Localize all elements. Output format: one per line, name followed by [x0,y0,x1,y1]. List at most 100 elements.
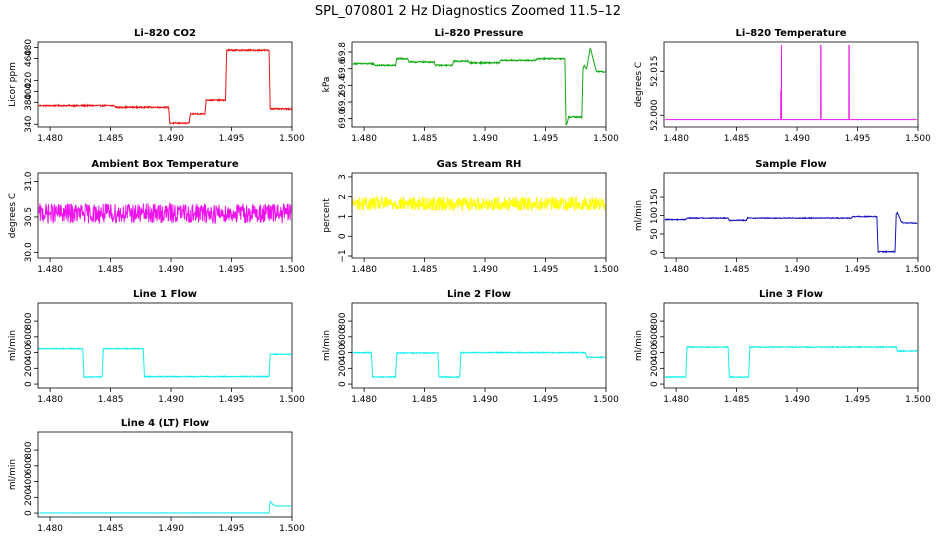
panel-title: Li–820 Temperature [735,28,846,39]
x-tick-label: 1.495 [533,395,559,405]
x-tick-label: 1.485 [98,395,124,405]
x-tick-label: 1.500 [905,134,931,144]
x-tick-label: 1.495 [219,265,245,275]
y-tick-label: 600 [650,328,660,345]
y-tick-label: 2 [338,194,348,200]
x-tick-label: 1.490 [158,134,184,144]
x-tick-label: 1.500 [905,265,931,275]
x-tick-label: 1.480 [663,265,689,275]
x-tick-label: 1.490 [158,265,184,275]
data-series [665,44,917,121]
y-axis-label: percent [322,198,332,233]
y-tick-label: 50 [650,228,660,240]
panel-7: Line 1 Flow 1.480 1.485 1.490 1.495 1.500 0 200… [8,289,305,405]
y-tick-label: 150 [650,188,660,205]
y-axis-label: ml/min [634,330,644,361]
panel-3: Li–820 Temperature 1.480 1.485 1.490 1.495 1.… [634,28,931,144]
y-tick-label: 0 [24,381,34,387]
panel-9: Line 3 Flow 1.480 1.485 1.490 1.495 1.500 0 200… [634,289,931,405]
panel-title: Line 1 Flow [133,289,197,300]
y-tick-label: 460 [24,50,34,67]
x-tick-label: 1.490 [472,134,498,144]
data-series [38,202,292,225]
y-tick-label: 800 [650,312,660,329]
x-tick-label: 1.480 [663,134,689,144]
data-series [38,500,292,514]
y-tick-label: 0 [650,381,660,387]
y-tick-label: 600 [24,328,34,345]
plot-frame [37,302,293,389]
y-tick-label: 200 [24,488,34,505]
plot-frame [37,172,293,259]
x-tick-label: 1.485 [412,134,438,144]
y-tick-label: 400 [650,344,660,361]
y-tick-label: 52.000 [650,99,660,131]
x-tick-label: 1.500 [279,134,305,144]
x-tick-label: 1.490 [784,134,810,144]
x-tick-label: 1.495 [219,524,245,534]
panel-8: Line 2 Flow 1.480 1.485 1.490 1.495 1.500 0 200… [322,289,619,405]
figure-title: SPL_070801 2 Hz Diagnostics Zoomed 11.5–… [315,4,621,19]
panel-title: Li–820 CO2 [134,28,196,39]
y-axis-label: Licor ppm [8,62,18,107]
panel-title: Line 2 Flow [447,289,511,300]
panel-10: Line 4 (LT) Flow 1.480 1.485 1.490 1.495 1.50… [8,418,305,534]
x-tick-label: 1.490 [472,265,498,275]
x-tick-label: 1.480 [663,395,689,405]
x-tick-label: 1.480 [37,395,63,405]
x-tick-label: 1.480 [37,134,63,144]
y-tick-label: 400 [338,344,348,361]
y-axis-label: ml/min [322,330,332,361]
y-tick-label: 400 [24,344,34,361]
x-tick-label: 1.495 [845,134,871,144]
plot-frame [663,302,919,389]
y-tick-label: 69.0 [338,108,348,128]
y-tick-label: 69.8 [338,42,348,62]
x-tick-label: 1.485 [724,134,750,144]
panel-6: Sample Flow 1.480 1.485 1.490 1.495 1.500 0 50 1… [634,159,931,275]
data-series [664,345,918,379]
x-tick-label: 1.485 [412,395,438,405]
data-series [352,351,606,379]
panel-title: Sample Flow [755,159,827,170]
y-tick-label: 69.4 [338,75,348,95]
panel-4: Ambient Box Temperature 1.480 1.485 1.490 1.… [8,159,305,275]
x-tick-label: 1.495 [219,395,245,405]
y-tick-label: 30.0 [24,242,34,262]
y-tick-label: 400 [24,473,34,490]
y-tick-label: −1 [338,249,348,262]
y-tick-label: 200 [24,359,34,376]
y-axis-label: ml/min [8,459,18,490]
plot-frame [351,302,607,389]
x-tick-label: 1.480 [351,395,377,405]
x-tick-label: 1.500 [279,265,305,275]
panel-2: Li–820 Pressure 1.480 1.485 1.490 1.495 1.500… [322,28,619,144]
x-tick-label: 1.485 [98,524,124,534]
panel-title: Ambient Box Temperature [91,159,238,170]
plot-frame [351,41,607,128]
x-tick-label: 1.495 [845,265,871,275]
x-tick-label: 1.500 [593,134,619,144]
panel-5: Gas Stream RH 1.480 1.485 1.490 1.495 1.500 −1… [322,159,619,275]
x-tick-label: 1.480 [351,134,377,144]
y-tick-label: 800 [24,312,34,329]
x-tick-label: 1.495 [845,395,871,405]
x-tick-label: 1.500 [905,395,931,405]
y-tick-label: 420 [24,72,34,89]
y-tick-label: 400 [24,82,34,99]
y-axis-label: kPa [322,77,332,93]
x-tick-label: 1.490 [784,395,810,405]
y-tick-label: 600 [24,457,34,474]
y-tick-label: 100 [650,207,660,224]
y-tick-label: 69.2 [338,92,348,112]
y-axis-label: ml/min [8,330,18,361]
y-tick-label: 30.5 [24,207,34,227]
y-tick-label: 200 [338,359,348,376]
plot-frame [37,431,293,518]
y-tick-label: 1 [338,214,348,220]
x-tick-label: 1.485 [98,134,124,144]
y-tick-label: 600 [338,328,348,345]
y-tick-label: 800 [338,312,348,329]
